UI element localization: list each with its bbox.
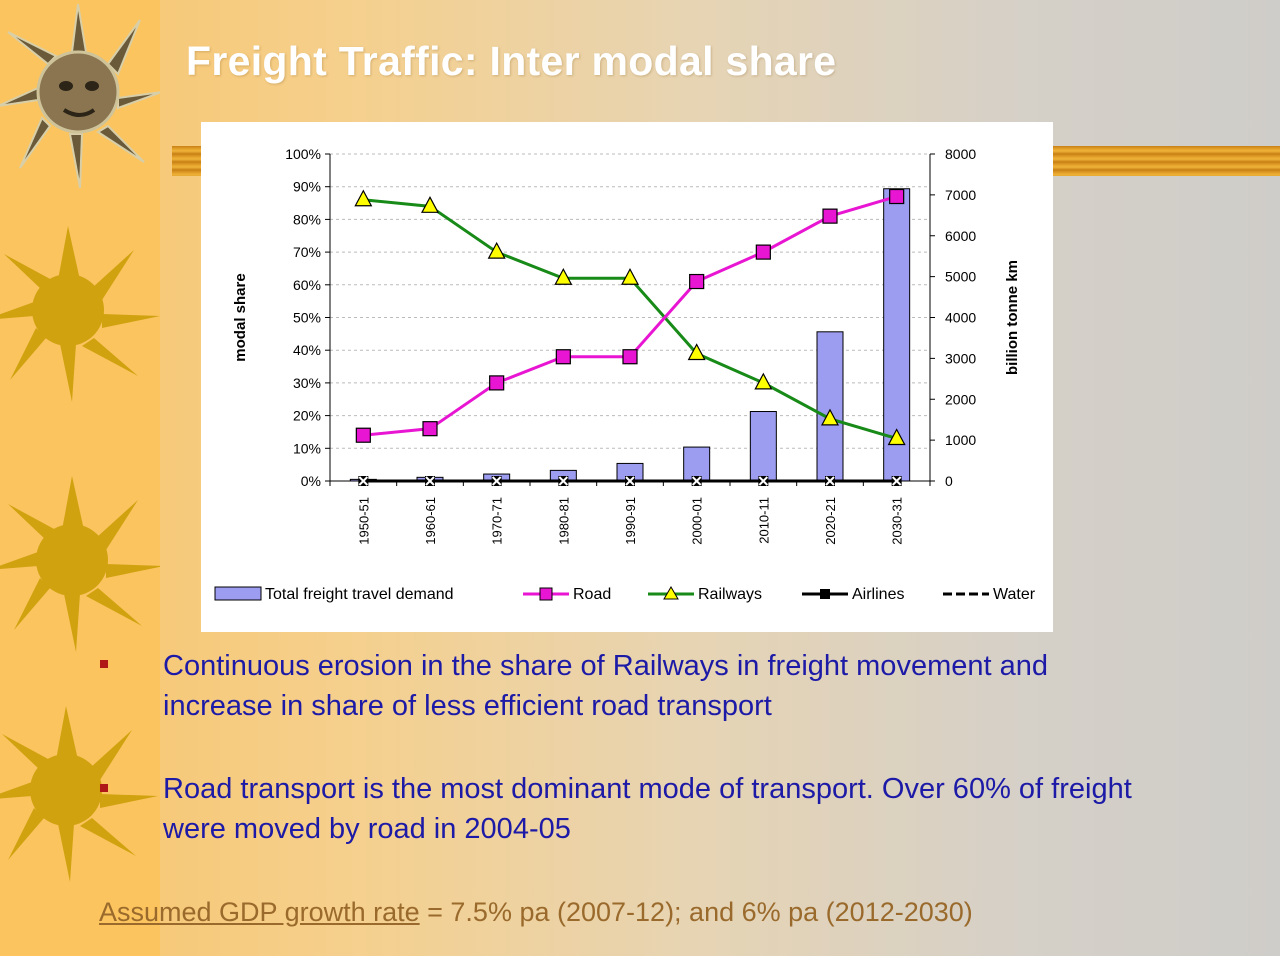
bullet-marker <box>100 784 108 792</box>
legend-label: Total freight travel demand <box>265 586 454 603</box>
water-point <box>625 476 635 486</box>
y2-axis-title: billion tonne km <box>1004 260 1021 375</box>
sun-icon <box>0 3 160 189</box>
y-tick-label: 20% <box>293 408 321 424</box>
bar-total-demand <box>816 331 844 482</box>
footer-rest: = 7.5% pa (2007-12); and 6% pa (2012-203… <box>419 897 973 927</box>
y-tick-label: 80% <box>293 211 321 227</box>
y-tick-label: 0% <box>301 473 321 489</box>
bar-total-demand <box>683 446 711 482</box>
title-rule-right <box>1052 146 1280 176</box>
y-axis-title: modal share <box>232 273 249 361</box>
bar-total-demand <box>749 411 777 482</box>
bullet-marker <box>100 660 108 668</box>
water-point <box>358 476 369 486</box>
y2-tick-label: 4000 <box>945 310 976 326</box>
road-point <box>822 208 838 224</box>
x-tick-label: 1960-61 <box>423 497 438 545</box>
bullet-text: Road transport is the most dominant mode… <box>163 773 1132 845</box>
gdp-growth-link[interactable]: Assumed GDP growth rate <box>99 897 420 927</box>
water-point <box>691 476 702 486</box>
sun-decorations <box>0 3 160 882</box>
x-tick-label: 2010-11 <box>756 497 771 544</box>
railways-point <box>354 189 373 207</box>
y-tick-label: 90% <box>293 179 321 195</box>
water-point <box>425 476 435 486</box>
road-point <box>355 427 371 443</box>
legend-marker-road <box>539 587 553 601</box>
legend-label: Railways <box>698 586 762 603</box>
road-point <box>622 349 638 365</box>
railways-point <box>554 267 573 285</box>
railways-point <box>754 372 773 390</box>
y-tick-label: 70% <box>293 244 321 260</box>
slide-title: Freight Traffic: Inter modal share <box>186 38 837 84</box>
y2-tick-label: 8000 <box>945 146 976 162</box>
y2-tick-label: 5000 <box>945 269 976 285</box>
water-point <box>491 476 502 486</box>
y-tick-label: 100% <box>285 146 321 162</box>
bullet-text: Continuous erosion in the share of Railw… <box>163 650 1048 722</box>
decorative-sidebar <box>0 0 160 956</box>
x-tick-label: 2000-01 <box>690 497 705 545</box>
title-rule-left <box>172 146 202 176</box>
y2-tick-label: 7000 <box>945 187 976 203</box>
sun-icon <box>0 476 160 652</box>
y-tick-label: 30% <box>293 375 321 391</box>
water-point <box>825 476 835 486</box>
road-point <box>489 375 505 391</box>
railways-point <box>687 343 706 361</box>
railways-point <box>487 241 506 259</box>
road-point <box>889 188 905 205</box>
y2-tick-label: 1000 <box>945 432 976 448</box>
water-point <box>558 476 569 486</box>
legend-label: Water <box>993 586 1036 603</box>
x-tick-label: 1950-51 <box>356 497 371 545</box>
legend-marker-railways <box>663 586 679 600</box>
x-tick-label: 1970-71 <box>490 497 505 545</box>
railways-point <box>421 196 439 213</box>
y-tick-label: 50% <box>293 310 321 326</box>
sun-icon <box>0 706 158 882</box>
road-point <box>689 273 705 290</box>
railways-point <box>887 428 906 446</box>
railways-point <box>621 267 639 285</box>
y2-tick-label: 6000 <box>945 228 976 244</box>
water-point <box>758 476 769 486</box>
sun-icon <box>0 226 160 402</box>
legend-marker-airlines <box>820 589 830 599</box>
x-tick-label: 1980-81 <box>556 497 571 545</box>
water-point <box>891 476 902 486</box>
x-tick-label: 2020-21 <box>823 497 838 545</box>
x-tick-label: 1990-91 <box>623 497 638 545</box>
y2-tick-label: 3000 <box>945 350 976 366</box>
freight-chart: 0% 10% 20% 30% 40% 50% 60% 70% 80% 90% 100% 0 1000 20… <box>214 146 1036 603</box>
legend-swatch-total-demand <box>214 586 262 601</box>
road-point <box>755 244 771 260</box>
chart-panel: 0% 10% 20% 30% 40% 50% 60% 70% 80% 90% 100% 0 1000 20… <box>201 122 1053 632</box>
road-point <box>555 349 571 365</box>
y2-tick-label: 0 <box>945 473 953 489</box>
y-tick-label: 10% <box>293 440 321 456</box>
legend-label: Airlines <box>852 586 904 603</box>
road-point <box>422 421 438 437</box>
y2-tick-label: 2000 <box>945 391 976 407</box>
y-tick-label: 40% <box>293 342 321 358</box>
footer-note: Assumed GDP growth rate = 7.5% pa (2007-… <box>99 897 973 928</box>
railways-point <box>821 408 839 426</box>
x-tick-label: 2030-31 <box>890 497 905 545</box>
y-tick-label: 60% <box>293 277 321 293</box>
legend-label: Road <box>573 586 611 603</box>
